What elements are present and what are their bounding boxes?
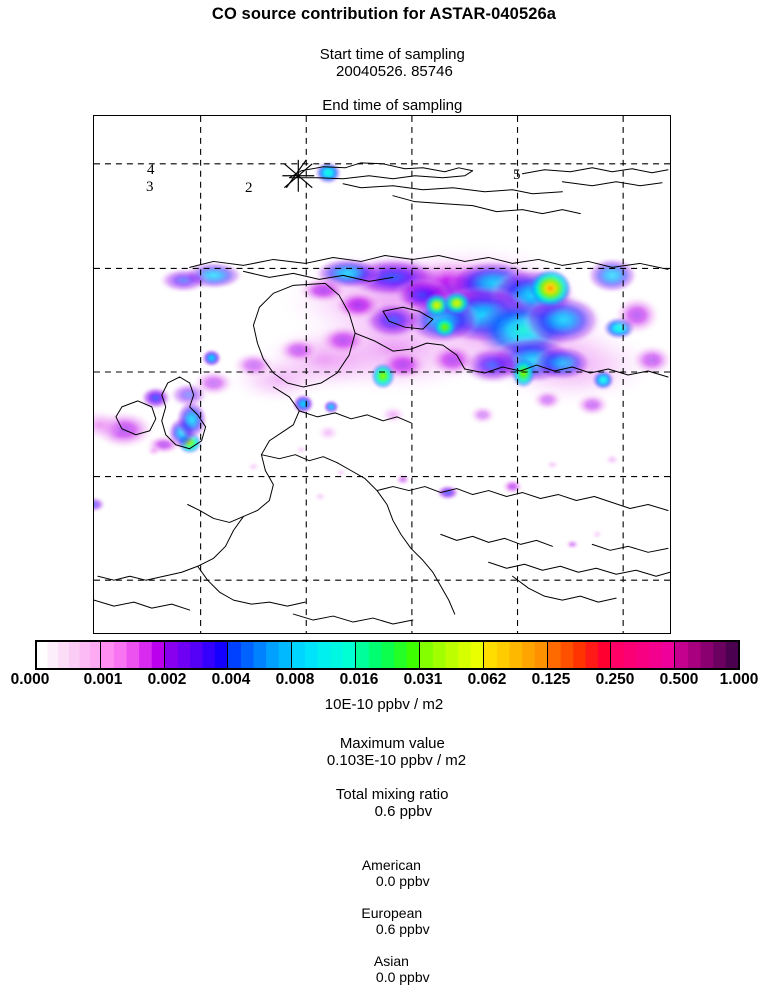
colorbar-tick: 0.250: [595, 671, 635, 688]
colorbar-tick: 0.004: [211, 671, 251, 688]
colorbar-segment: [356, 642, 420, 668]
start-time-label: Start time of sampling: [319, 45, 465, 63]
map-plot-area[interactable]: 4 3 2 5: [93, 115, 671, 634]
colorbar-segment: [419, 642, 484, 668]
colorbar-tick: 0.125: [531, 671, 571, 688]
colorbar-segment: [611, 642, 676, 668]
release-point-star-icon: [282, 159, 315, 192]
colorbar-tick: 0.002: [147, 671, 187, 688]
colorbar-segment: [37, 642, 101, 668]
colorbar[interactable]: [35, 640, 740, 670]
colorbar-tick: 0.008: [275, 671, 315, 688]
european-label: European: [361, 905, 423, 921]
colorbar-segment: [292, 642, 357, 668]
colorbar-segment: [483, 642, 548, 668]
asian-label: Asian: [373, 953, 409, 969]
regional-row: American 0.0 ppbv European 0.6 ppbv Asia…: [0, 841, 768, 1001]
european-value: 0.6 ppbv: [375, 921, 430, 937]
colorbar-segment: [100, 642, 165, 668]
map-point-label-3: 3: [146, 179, 154, 195]
colorbar-tick: 0.062: [467, 671, 507, 688]
map-point-label-2: 2: [245, 180, 253, 196]
colorbar-tick: 0.031: [403, 671, 443, 688]
map-gridlines: [94, 116, 670, 633]
concentration-field: [94, 161, 670, 550]
colorbar-segment: [228, 642, 293, 668]
american-value: 0.0 ppbv: [375, 873, 430, 889]
colorbar-units-label: 10E-10 ppbv / m2: [324, 696, 444, 713]
start-time-value: 20040526. 85746: [336, 62, 453, 80]
mixing-ratio-value: 0.6 ppbv: [374, 803, 433, 820]
colorbar-segment: [675, 642, 738, 668]
sampling-time-row: Start time of sampling 20040526. 85746 E…: [0, 29, 768, 148]
page-title: CO source contribution for ASTAR-040526a: [211, 5, 557, 23]
max-value-label: Maximum value: [339, 735, 445, 752]
colorbar-tick: 1.000: [719, 671, 759, 688]
american-label: American: [361, 857, 421, 873]
colorbar-tick: 0.000: [10, 671, 50, 688]
max-value: 0.103E-10 ppbv / m2: [326, 752, 467, 769]
mixing-ratio-label: Total mixing ratio: [335, 786, 449, 803]
end-time-label: End time of sampling: [322, 96, 463, 114]
coastline-overlay: [94, 162, 670, 625]
colorbar-segment: [547, 642, 612, 668]
colorbar-tick: 0.001: [83, 671, 123, 688]
colorbar-tick: 0.016: [339, 671, 379, 688]
colorbar-segment: [164, 642, 229, 668]
map-point-label-4: 4: [147, 162, 155, 178]
asian-value: 0.0 ppbv: [375, 969, 430, 985]
summary-row: Maximum value 0.103E-10 ppbv / m2 Total …: [0, 718, 768, 837]
colorbar-tick: 0.500: [659, 671, 699, 688]
map-point-label-5: 5: [513, 167, 521, 183]
footer-block: Maximum value 0.103E-10 ppbv / m2 Total …: [0, 718, 768, 1001]
colorbar-tick-labels: 0.000 0.001 0.002 0.004 0.008 0.016 0.03…: [0, 671, 768, 693]
